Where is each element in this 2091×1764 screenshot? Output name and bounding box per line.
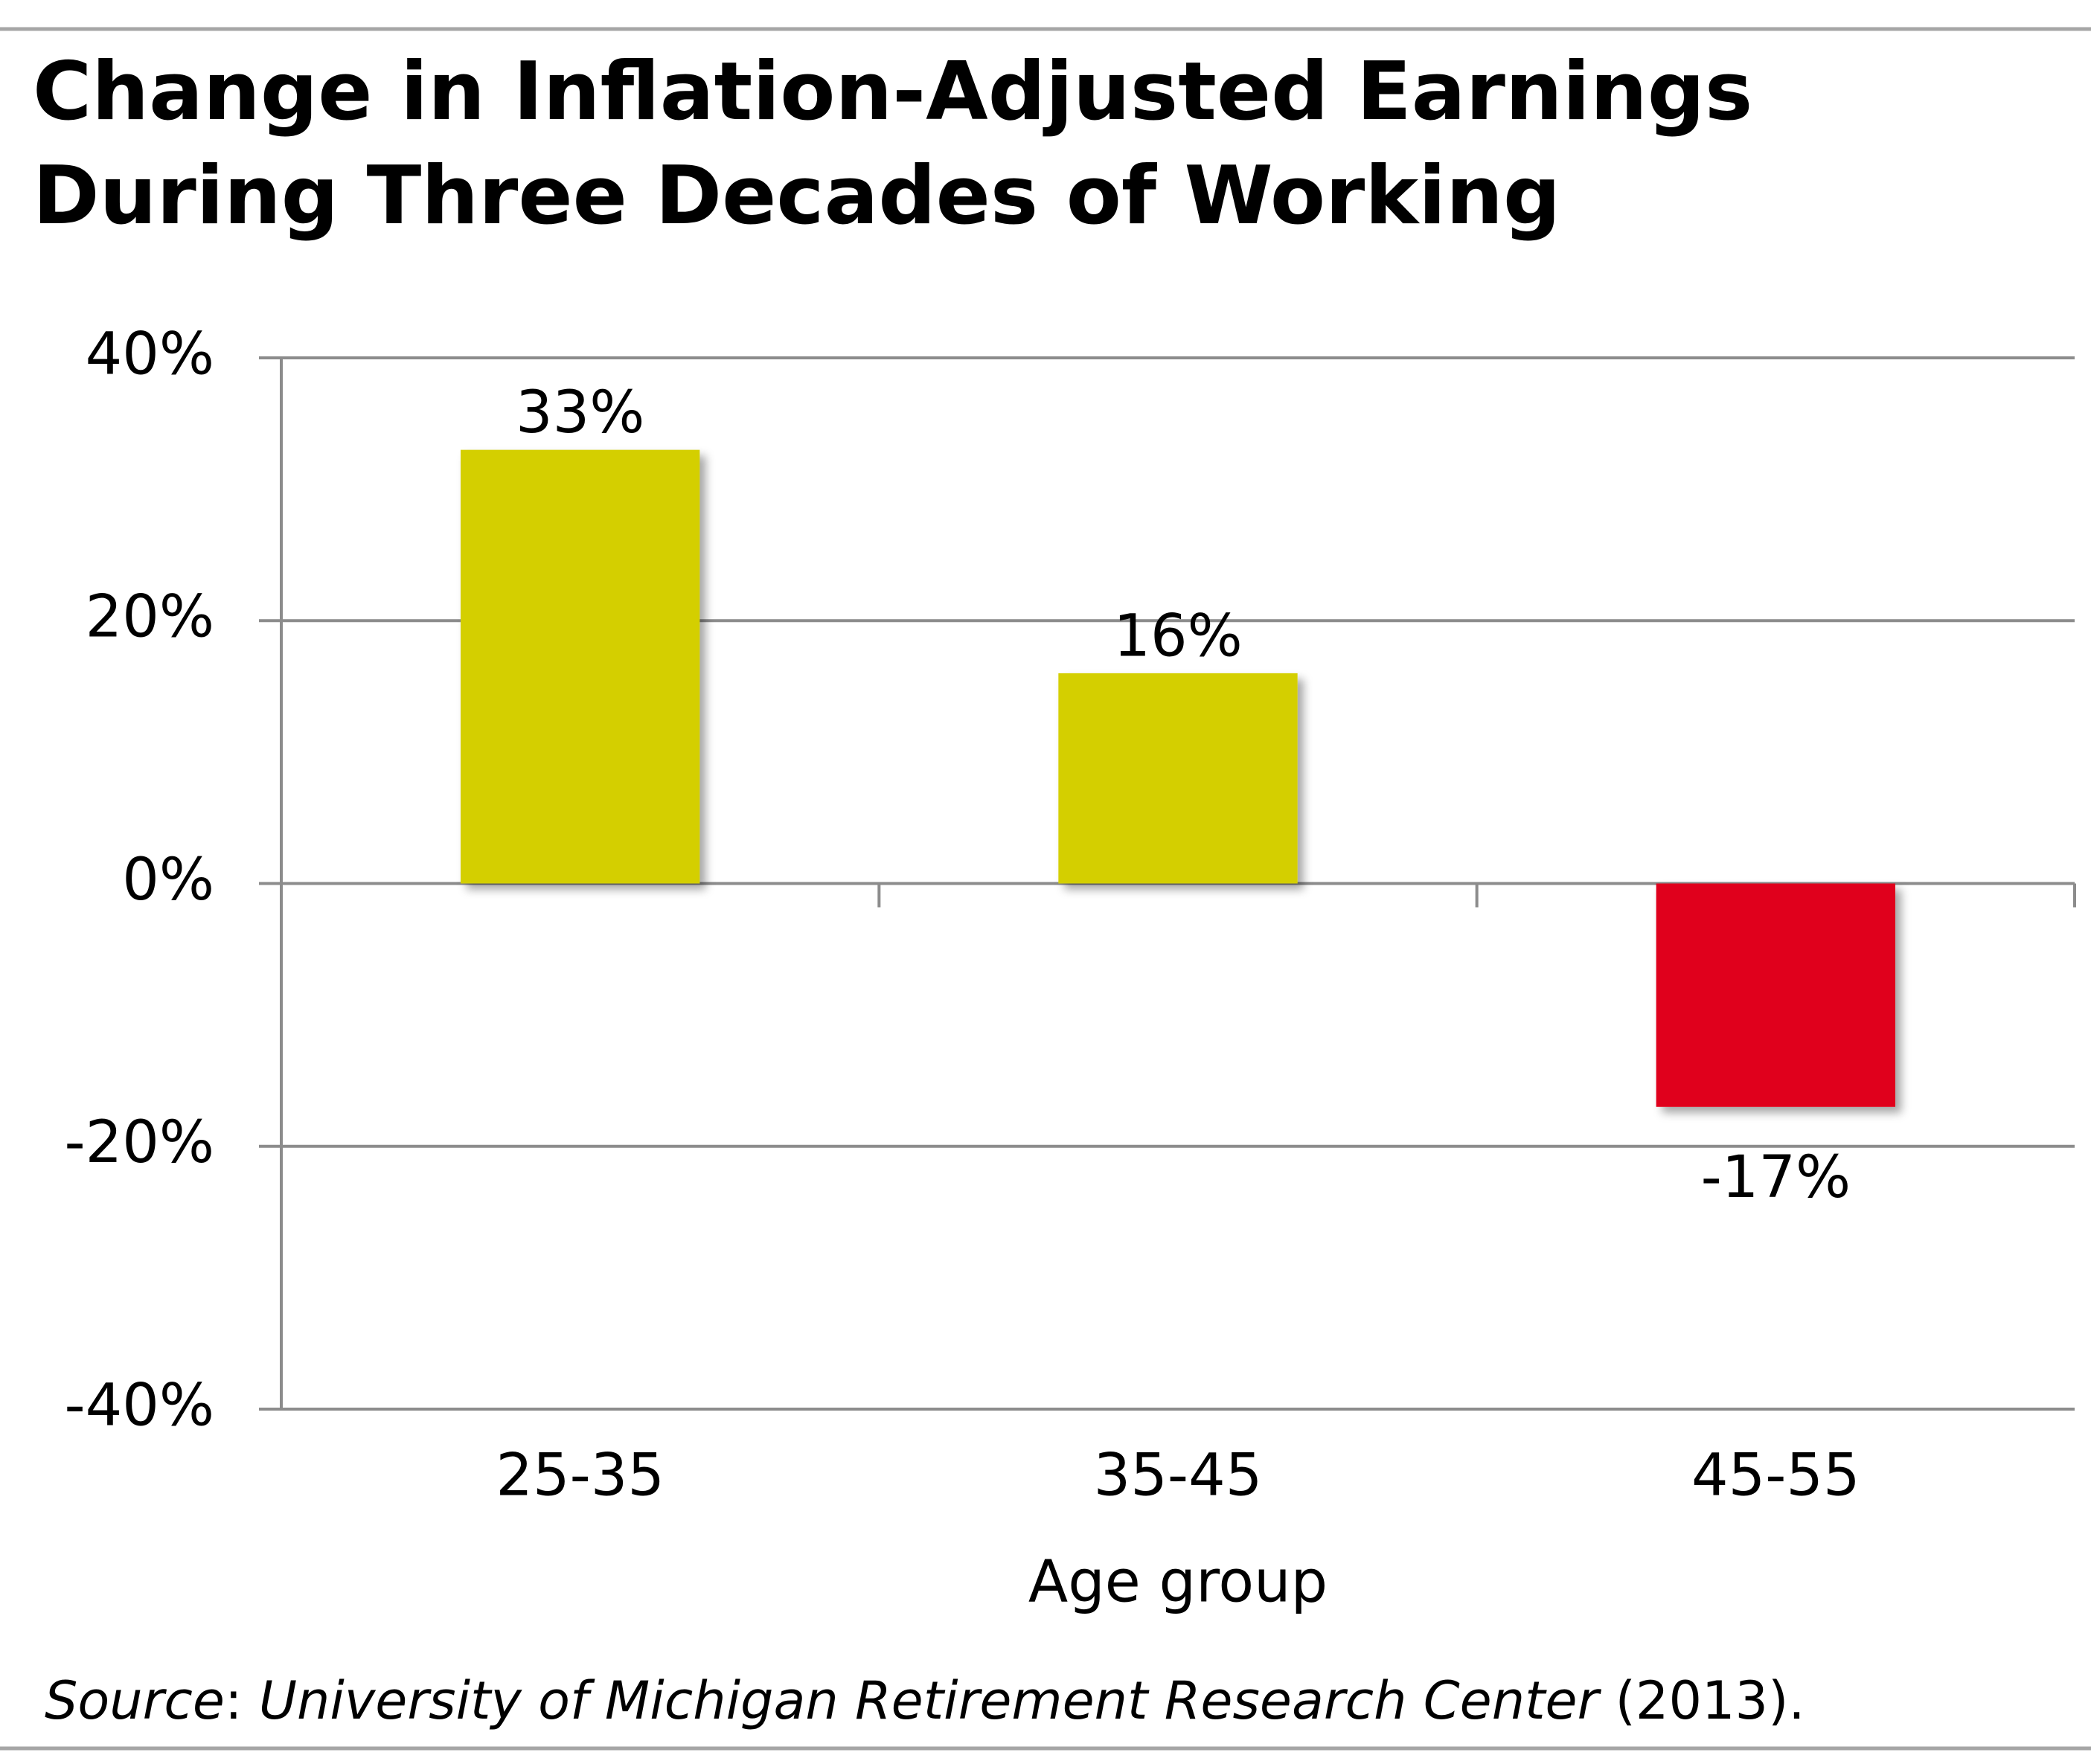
source-year: (2013). [1598,1670,1805,1731]
source: Source: University of Michigan Retiremen… [45,1670,1805,1731]
bar [1058,673,1298,884]
x-tick-label: 45-55 [1691,1442,1860,1509]
y-tick-label: -20% [64,1109,214,1176]
chart-title: During Three Decades of Working [33,150,1560,243]
y-tick-label: 20% [86,584,214,651]
chart-title: Change in Inflation-Adjusted Earnings [33,45,1752,138]
source-org: University of Michigan Retirement Resear… [259,1670,1602,1731]
x-axis-label: Age group [1028,1548,1328,1615]
bar [1656,883,1895,1107]
source-label: Source [45,1670,225,1731]
data-label: 33% [516,379,644,446]
y-tick-label: 0% [122,847,214,914]
data-label: 16% [1113,603,1242,670]
data-label: -17% [1701,1144,1851,1211]
x-tick-label: 25-35 [496,1442,665,1509]
y-tick-label: 40% [86,321,214,388]
y-tick-label: -40% [64,1372,214,1439]
x-tick-label: 35-45 [1094,1442,1263,1509]
source-sep: : [225,1670,259,1731]
bar [461,449,700,884]
